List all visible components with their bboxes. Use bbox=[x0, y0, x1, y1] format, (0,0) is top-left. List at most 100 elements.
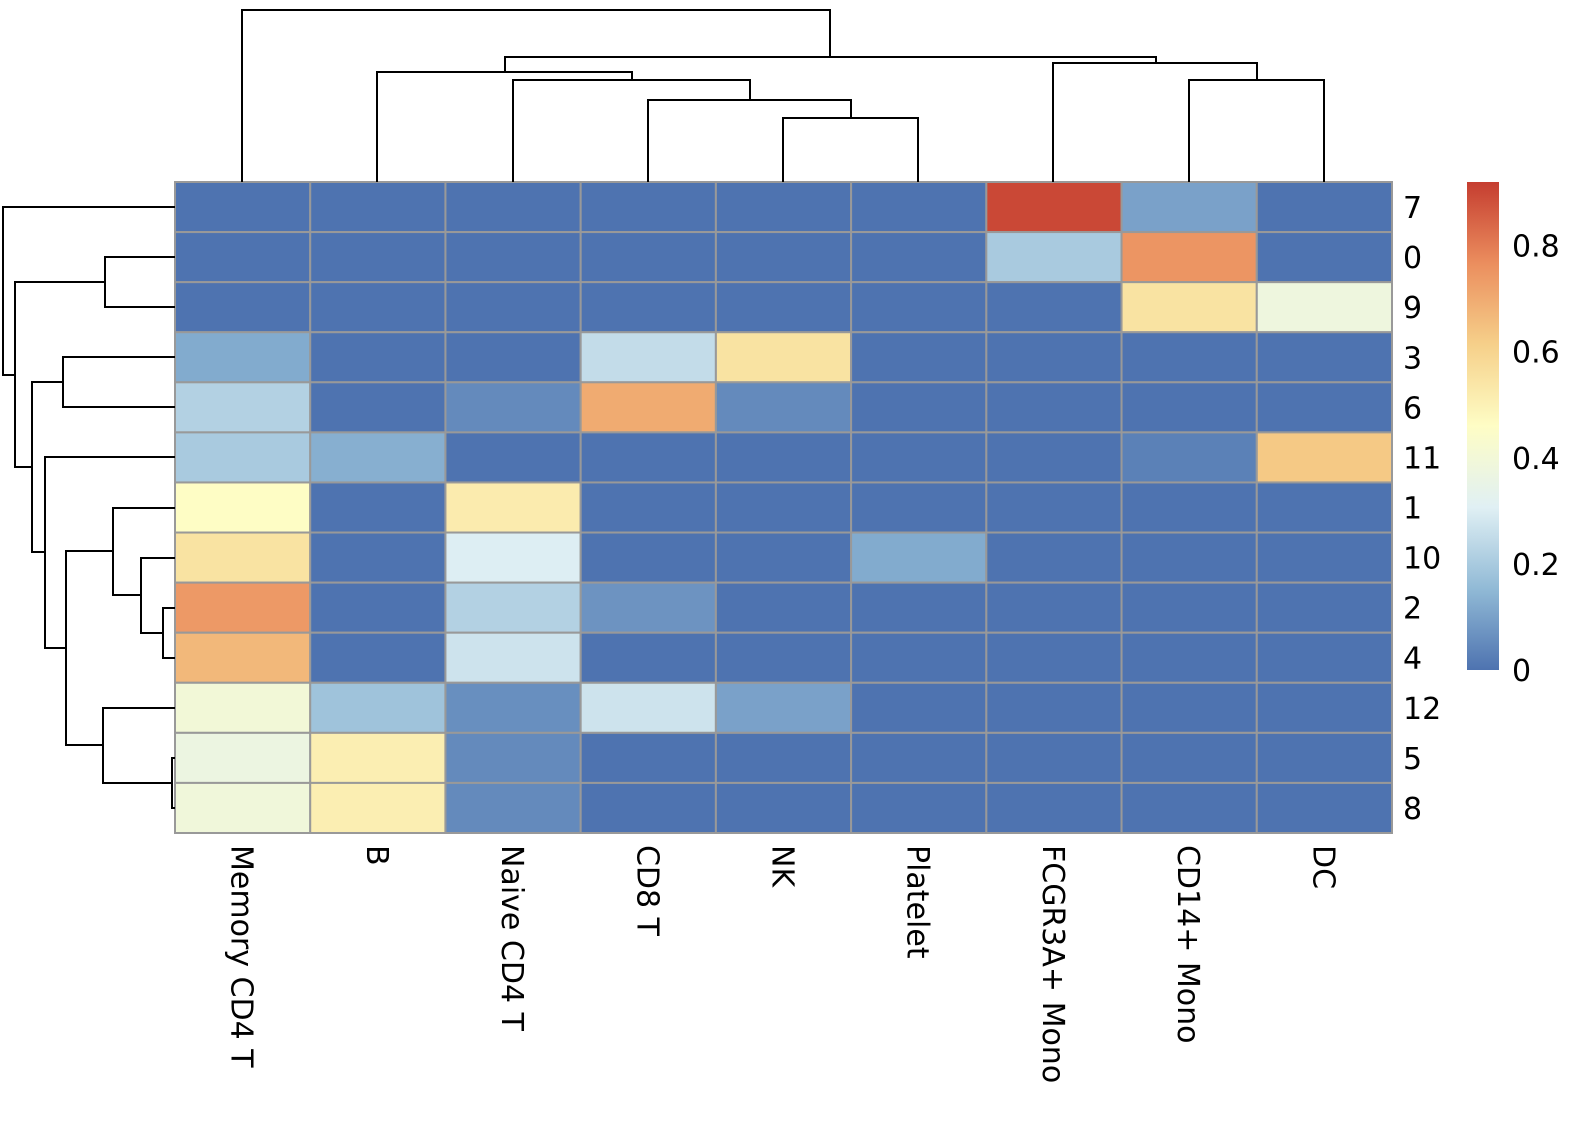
heatmap-cell bbox=[309, 781, 447, 835]
heatmap-cell bbox=[714, 431, 853, 484]
heatmap-cell bbox=[850, 181, 988, 234]
heatmap-cell bbox=[579, 531, 717, 584]
dendrogram-branch bbox=[112, 507, 175, 596]
colorbar bbox=[1467, 182, 1499, 670]
heatmap-cell bbox=[850, 531, 988, 584]
dendrogram-branch bbox=[62, 356, 175, 408]
heatmap-cell bbox=[714, 381, 853, 434]
heatmap-cell bbox=[1255, 331, 1394, 384]
dendrogram-branch bbox=[647, 99, 852, 182]
heatmap-cell bbox=[444, 531, 582, 584]
heatmap-cell bbox=[850, 631, 988, 684]
column-labels: Memory CD4 T B Naive CD4 T CD8 T NK Platelet F… bbox=[224, 845, 1341, 1083]
heatmap-cell bbox=[174, 631, 312, 684]
heatmap-cell bbox=[309, 531, 447, 584]
heatmap-cell bbox=[579, 731, 717, 784]
dendrogram-branch bbox=[65, 550, 113, 746]
heatmap-cell bbox=[714, 331, 853, 384]
heatmap-cell bbox=[985, 281, 1123, 334]
heatmap-cell bbox=[850, 281, 988, 334]
heatmap-cell bbox=[714, 781, 853, 835]
row-label: 8 bbox=[1403, 792, 1422, 827]
row-label: 10 bbox=[1403, 542, 1441, 577]
heatmap-cell bbox=[985, 181, 1123, 234]
heatmap-cell bbox=[174, 731, 312, 784]
colorbar-tick-label: 0.8 bbox=[1512, 230, 1560, 265]
heatmap-cell bbox=[850, 481, 988, 534]
heatmap-cell bbox=[850, 431, 988, 484]
dendrogram-branch bbox=[1052, 62, 1258, 182]
heatmap-cell bbox=[174, 431, 312, 484]
heatmap-cell bbox=[714, 581, 853, 634]
heatmap-cell bbox=[1255, 231, 1394, 284]
heatmap-cell bbox=[309, 281, 447, 334]
heatmap-cell bbox=[579, 681, 717, 734]
heatmap-cells bbox=[174, 181, 1394, 835]
heatmap-cell bbox=[985, 581, 1123, 634]
heatmap-cell bbox=[444, 281, 582, 334]
column-label: B bbox=[359, 845, 394, 866]
heatmap-cell bbox=[1120, 531, 1258, 584]
heatmap-cell bbox=[985, 631, 1123, 684]
heatmap-cell bbox=[985, 231, 1123, 284]
dendrogram-branch bbox=[171, 757, 175, 809]
heatmap-cell bbox=[309, 231, 447, 284]
heatmap-cell bbox=[714, 181, 853, 234]
heatmap-cell bbox=[1120, 731, 1258, 784]
heatmap-cell bbox=[174, 281, 312, 334]
heatmap-cell bbox=[985, 331, 1123, 384]
heatmap-cell bbox=[1120, 431, 1258, 484]
heatmap-cell bbox=[579, 481, 717, 534]
dendrogram-branch bbox=[104, 256, 175, 308]
column-label: NK bbox=[765, 845, 800, 888]
dendrogram-branch bbox=[504, 56, 1157, 72]
heatmap-cell bbox=[1120, 181, 1258, 234]
heatmap-cell bbox=[444, 581, 582, 634]
heatmap-cell bbox=[444, 481, 582, 534]
heatmap-cell bbox=[985, 781, 1123, 835]
heatmap-cell bbox=[444, 381, 582, 434]
heatmap-cell bbox=[1255, 631, 1394, 684]
heatmap-cell bbox=[850, 681, 988, 734]
heatmap-cell bbox=[309, 431, 447, 484]
heatmap-cell bbox=[1120, 331, 1258, 384]
row-label: 9 bbox=[1403, 291, 1422, 326]
heatmap-cell bbox=[985, 431, 1123, 484]
heatmap-cell bbox=[1255, 481, 1394, 534]
heatmap-cell bbox=[309, 181, 447, 234]
heatmap-cell bbox=[1255, 781, 1394, 835]
colorbar-tick-label: 0 bbox=[1512, 654, 1531, 689]
heatmap-cell bbox=[309, 631, 447, 684]
heatmap-cell bbox=[174, 381, 312, 434]
dendrogram-branch bbox=[782, 117, 919, 182]
heatmap-cell bbox=[850, 231, 988, 284]
heatmap-cell bbox=[985, 531, 1123, 584]
dendrogram-branch bbox=[241, 9, 831, 182]
heatmap-cell bbox=[985, 681, 1123, 734]
dendrogram-branch bbox=[14, 281, 105, 468]
colorbar-tick-label: 0.6 bbox=[1512, 336, 1560, 371]
heatmap-cell bbox=[1255, 381, 1394, 434]
heatmap-cell bbox=[174, 681, 312, 734]
heatmap-cell bbox=[1120, 681, 1258, 734]
heatmap-cell bbox=[579, 181, 717, 234]
dendrogram-branch bbox=[376, 71, 633, 182]
heatmap-cell bbox=[985, 731, 1123, 784]
row-label: 7 bbox=[1403, 191, 1422, 226]
heatmap-cell bbox=[444, 681, 582, 734]
heatmap-cell bbox=[1120, 581, 1258, 634]
row-label: 6 bbox=[1403, 391, 1422, 426]
dendrogram-branch bbox=[2, 206, 175, 376]
heatmap-cell bbox=[174, 181, 312, 234]
dendrogram-branch bbox=[162, 607, 175, 659]
heatmap-cell bbox=[579, 231, 717, 284]
heatmap-cell bbox=[1120, 231, 1258, 284]
dendrogram-branch bbox=[140, 557, 175, 634]
heatmap-cell bbox=[1255, 431, 1394, 484]
column-label: Platelet bbox=[900, 845, 935, 959]
heatmap-cell bbox=[579, 431, 717, 484]
heatmap-cell bbox=[309, 581, 447, 634]
column-label: CD8 T bbox=[629, 845, 664, 937]
heatmap-cell bbox=[309, 731, 447, 784]
